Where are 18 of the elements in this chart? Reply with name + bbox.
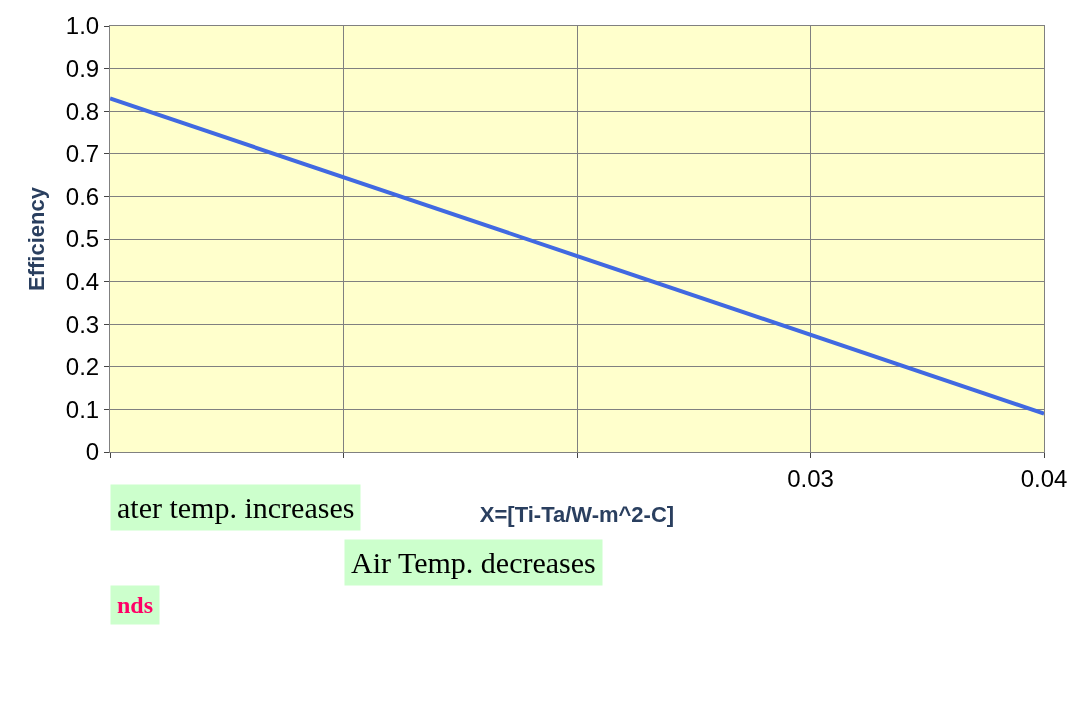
y-tick-label: 0.9 xyxy=(65,55,100,82)
text: Air Temp. decreases xyxy=(351,546,596,579)
text: ater temp. increases xyxy=(117,491,355,524)
x-tick-label: 0.03 xyxy=(787,464,834,492)
y-tick-label: 0.2 xyxy=(65,353,100,381)
y-tick-label: 0.1 xyxy=(65,395,100,423)
x-axis-title: X=[Ti-Ta/W-m^2-C] xyxy=(479,501,675,527)
y-tick-label: 0.3 xyxy=(65,310,100,338)
y-tick-label: 0.7 xyxy=(65,140,100,168)
y-tick-label: 1.0 xyxy=(65,12,100,40)
y-axis-title: Efficiency xyxy=(23,186,49,291)
y-tick-label: 0.6 xyxy=(65,182,100,210)
y-tick-label: 0.5 xyxy=(65,225,100,253)
y-tick-label: 0 xyxy=(85,438,100,466)
text: nds xyxy=(117,592,154,618)
x-tick-label: 0.04 xyxy=(1020,464,1068,492)
y-tick-label: 0.8 xyxy=(65,97,100,125)
y-tick-label: 0.4 xyxy=(65,268,100,295)
